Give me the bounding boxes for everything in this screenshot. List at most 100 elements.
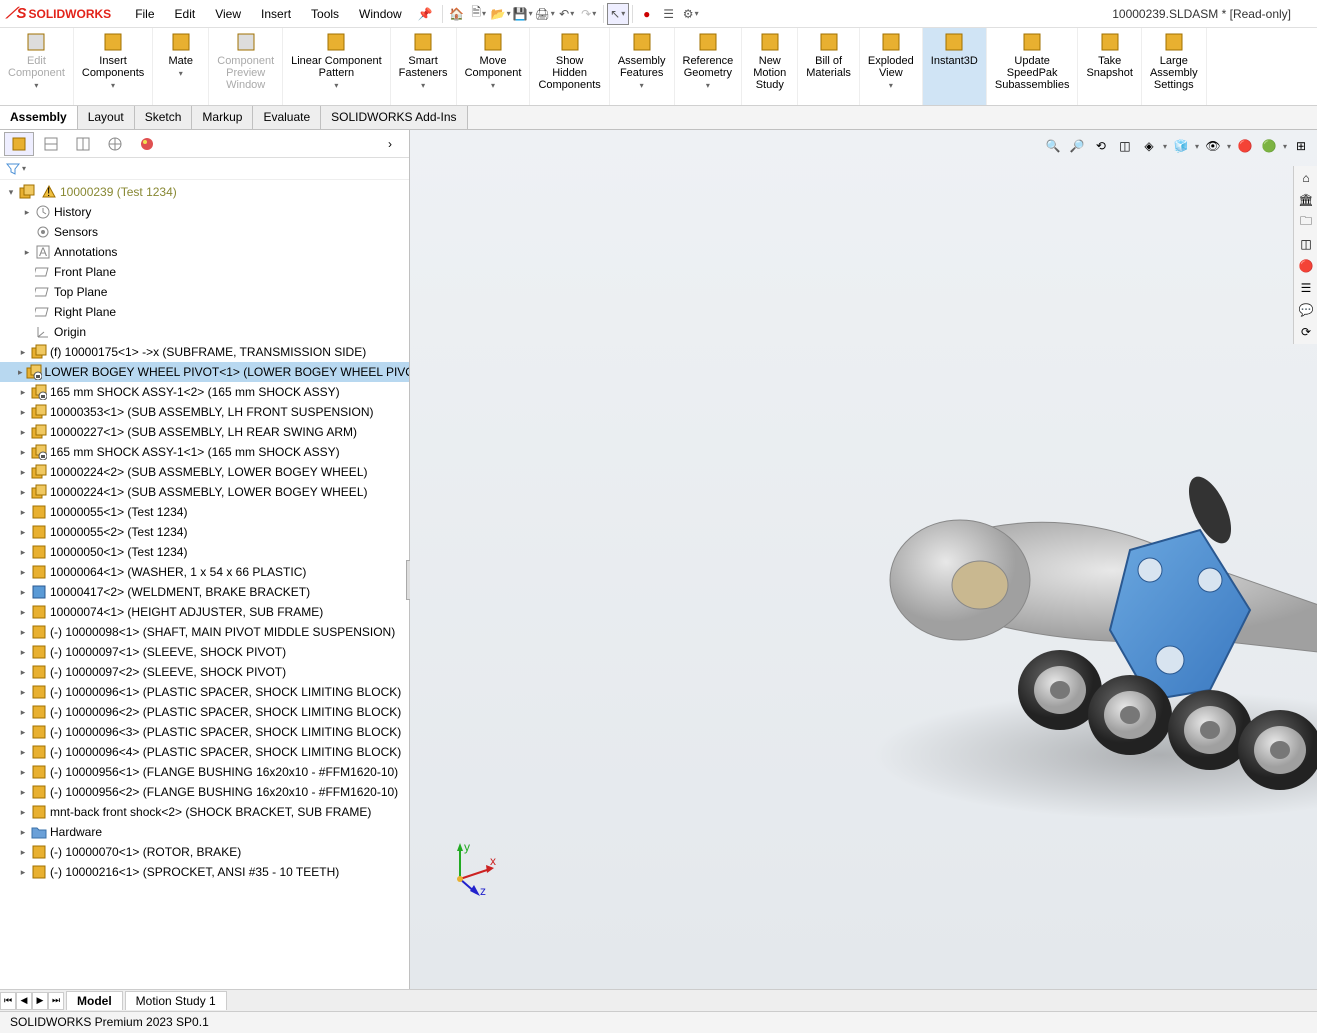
- home-icon[interactable]: 🏠: [446, 3, 468, 25]
- appearances-icon[interactable]: 🔴: [1296, 256, 1316, 276]
- tree-history[interactable]: ▸History: [0, 202, 409, 222]
- tab-layout[interactable]: Layout: [78, 106, 135, 129]
- view-palette-icon[interactable]: ◫: [1296, 234, 1316, 254]
- print-icon[interactable]: 🖨: [534, 3, 556, 25]
- ribbon-take-snapshot[interactable]: TakeSnapshot: [1078, 28, 1141, 105]
- tab-assembly[interactable]: Assembly: [0, 106, 78, 129]
- ribbon-mate[interactable]: Mate▾: [153, 28, 209, 105]
- ribbon-insert-components[interactable]: InsertComponents▾: [74, 28, 153, 105]
- tab-evaluate[interactable]: Evaluate: [253, 106, 321, 129]
- rebuild-icon[interactable]: ●: [636, 3, 658, 25]
- tree-root[interactable]: ▾!10000239 (Test 1234): [0, 182, 409, 202]
- ribbon-exploded-view[interactable]: ExplodedView▾: [860, 28, 923, 105]
- ribbon-instant-d[interactable]: Instant3D: [923, 28, 987, 105]
- tree-right-plane[interactable]: Right Plane: [0, 302, 409, 322]
- cloud-icon[interactable]: ⟳: [1296, 322, 1316, 342]
- ribbon-linear-component-pattern[interactable]: Linear ComponentPattern▾: [283, 28, 391, 105]
- menu-window[interactable]: Window: [349, 4, 412, 24]
- tree-item[interactable]: ▸(-) 10000096<4> (PLASTIC SPACER, SHOCK …: [0, 742, 409, 762]
- orientation-triad[interactable]: y x z: [440, 839, 500, 899]
- fm-tree-tab[interactable]: [4, 132, 34, 156]
- tree-item[interactable]: ▸10000417<2> (WELDMENT, BRAKE BRACKET): [0, 582, 409, 602]
- graphics-viewport[interactable]: 🔍 🔎 ⟲ ◫ ◈ ▾ 🧊 ▾ 👁 ▾ 🔴 🟢 ▾ ⊞ ⌂ 🏛 🗀 ◫ 🔴 ☰ …: [410, 130, 1317, 989]
- tree-item[interactable]: ▸10000224<2> (SUB ASSMEBLY, LOWER BOGEY …: [0, 462, 409, 482]
- tree-front-plane[interactable]: Front Plane: [0, 262, 409, 282]
- save-icon[interactable]: 💾: [512, 3, 534, 25]
- tree-origin[interactable]: Origin: [0, 322, 409, 342]
- tree-item[interactable]: ▸165 mm SHOCK ASSY-1<1> (165 mm SHOCK AS…: [0, 442, 409, 462]
- sw-resources-icon[interactable]: ⌂: [1296, 168, 1316, 188]
- file-explorer-icon[interactable]: 🗀: [1296, 212, 1316, 232]
- tree-item[interactable]: ▸(-) 10000098<1> (SHAFT, MAIN PIVOT MIDD…: [0, 622, 409, 642]
- tree-item[interactable]: ▸LOWER BOGEY WHEEL PIVOT<1> (LOWER BOGEY…: [0, 362, 409, 382]
- ribbon-show-hidden-components[interactable]: ShowHiddenComponents: [530, 28, 609, 105]
- tree-item[interactable]: ▸(-) 10000070<1> (ROTOR, BRAKE): [0, 842, 409, 862]
- ribbon-assembly-features[interactable]: AssemblyFeatures▾: [610, 28, 675, 105]
- tab-sketch[interactable]: Sketch: [135, 106, 193, 129]
- ribbon-smart-fasteners[interactable]: SmartFasteners▾: [391, 28, 457, 105]
- undo-icon[interactable]: ↶: [556, 3, 578, 25]
- ribbon-update-speedpak-subassemblies[interactable]: UpdateSpeedPakSubassemblies: [987, 28, 1079, 105]
- ribbon-large-assembly-settings[interactable]: LargeAssemblySettings: [1142, 28, 1207, 105]
- tree-item[interactable]: ▸10000050<1> (Test 1234): [0, 542, 409, 562]
- forum-icon[interactable]: 💬: [1296, 300, 1316, 320]
- tab-solidworks-add-ins[interactable]: SOLIDWORKS Add-Ins: [321, 106, 467, 129]
- tree-item[interactable]: ▸(-) 10000096<3> (PLASTIC SPACER, SHOCK …: [0, 722, 409, 742]
- tree-top-plane[interactable]: Top Plane: [0, 282, 409, 302]
- zoom-fit-icon[interactable]: 🔍: [1043, 136, 1063, 156]
- new-doc-icon[interactable]: 🗎: [468, 3, 490, 25]
- tree-item[interactable]: ▸(f) 10000175<1> ->x (SUBFRAME, TRANSMIS…: [0, 342, 409, 362]
- bottom-tab-motion-study[interactable]: Motion Study 1: [125, 991, 227, 1010]
- panel-flyout-icon[interactable]: ›: [375, 132, 405, 156]
- bottom-tab-nav[interactable]: ⏮◀▶⏭: [0, 992, 64, 1010]
- tree-item[interactable]: ▸10000064<1> (WASHER, 1 x 54 x 66 PLASTI…: [0, 562, 409, 582]
- tree-item[interactable]: ▸10000074<1> (HEIGHT ADJUSTER, SUB FRAME…: [0, 602, 409, 622]
- hide-show-icon[interactable]: 👁: [1203, 136, 1223, 156]
- tree-item[interactable]: ▸(-) 10000097<1> (SLEEVE, SHOCK PIVOT): [0, 642, 409, 662]
- dynamic-icon[interactable]: ◈: [1139, 136, 1159, 156]
- tree-item[interactable]: ▸(-) 10000216<1> (SPROCKET, ANSI #35 - 1…: [0, 862, 409, 882]
- settings-gear-icon[interactable]: ⚙: [680, 3, 702, 25]
- view-settings-icon[interactable]: ⊞: [1291, 136, 1311, 156]
- tree-annotations[interactable]: ▸AAnnotations: [0, 242, 409, 262]
- tree-item[interactable]: ▸(-) 10000096<1> (PLASTIC SPACER, SHOCK …: [0, 682, 409, 702]
- dimxpert-tab[interactable]: [100, 132, 130, 156]
- property-tab[interactable]: [36, 132, 66, 156]
- tree-item[interactable]: ▸10000224<1> (SUB ASSMEBLY, LOWER BOGEY …: [0, 482, 409, 502]
- edit-appearance-icon[interactable]: 🔴: [1235, 136, 1255, 156]
- feature-tree[interactable]: ▾!10000239 (Test 1234)▸HistorySensors▸AA…: [0, 180, 409, 989]
- menu-view[interactable]: View: [205, 4, 251, 24]
- apply-scene-icon[interactable]: 🟢: [1259, 136, 1279, 156]
- tree-item[interactable]: ▸10000055<2> (Test 1234): [0, 522, 409, 542]
- config-tab[interactable]: [68, 132, 98, 156]
- ribbon-move-component[interactable]: MoveComponent▾: [457, 28, 531, 105]
- tab-markup[interactable]: Markup: [192, 106, 253, 129]
- tree-item[interactable]: ▸mnt-back front shock<2> (SHOCK BRACKET,…: [0, 802, 409, 822]
- tree-item[interactable]: ▸Hardware: [0, 822, 409, 842]
- bottom-tab-model[interactable]: Model: [66, 991, 123, 1010]
- ribbon-new-motion-study[interactable]: NewMotionStudy: [742, 28, 798, 105]
- tree-item[interactable]: ▸(-) 10000956<1> (FLANGE BUSHING 16x20x1…: [0, 762, 409, 782]
- tree-filter[interactable]: ▾: [0, 158, 409, 180]
- menu-edit[interactable]: Edit: [165, 4, 206, 24]
- tree-item[interactable]: ▸(-) 10000956<2> (FLANGE BUSHING 16x20x1…: [0, 782, 409, 802]
- menu-tools[interactable]: Tools: [301, 4, 349, 24]
- prev-view-icon[interactable]: ⟲: [1091, 136, 1111, 156]
- ribbon-reference-geometry[interactable]: ReferenceGeometry▾: [675, 28, 743, 105]
- tree-item[interactable]: ▸10000353<1> (SUB ASSEMBLY, LH FRONT SUS…: [0, 402, 409, 422]
- redo-icon[interactable]: ↷: [578, 3, 600, 25]
- tree-item[interactable]: ▸10000055<1> (Test 1234): [0, 502, 409, 522]
- section-view-icon[interactable]: ◫: [1115, 136, 1135, 156]
- custom-props-icon[interactable]: ☰: [1296, 278, 1316, 298]
- menu-file[interactable]: File: [125, 4, 164, 24]
- design-library-icon[interactable]: 🏛: [1296, 190, 1316, 210]
- menu-insert[interactable]: Insert: [251, 4, 301, 24]
- tree-sensors[interactable]: Sensors: [0, 222, 409, 242]
- appearance-tab[interactable]: [132, 132, 162, 156]
- tree-item[interactable]: ▸(-) 10000097<2> (SLEEVE, SHOCK PIVOT): [0, 662, 409, 682]
- open-icon[interactable]: 📂: [490, 3, 512, 25]
- options-list-icon[interactable]: ☰: [658, 3, 680, 25]
- ribbon-bill-of-materials[interactable]: Bill ofMaterials: [798, 28, 860, 105]
- pin-icon[interactable]: 📌: [418, 7, 433, 21]
- zoom-area-icon[interactable]: 🔎: [1067, 136, 1087, 156]
